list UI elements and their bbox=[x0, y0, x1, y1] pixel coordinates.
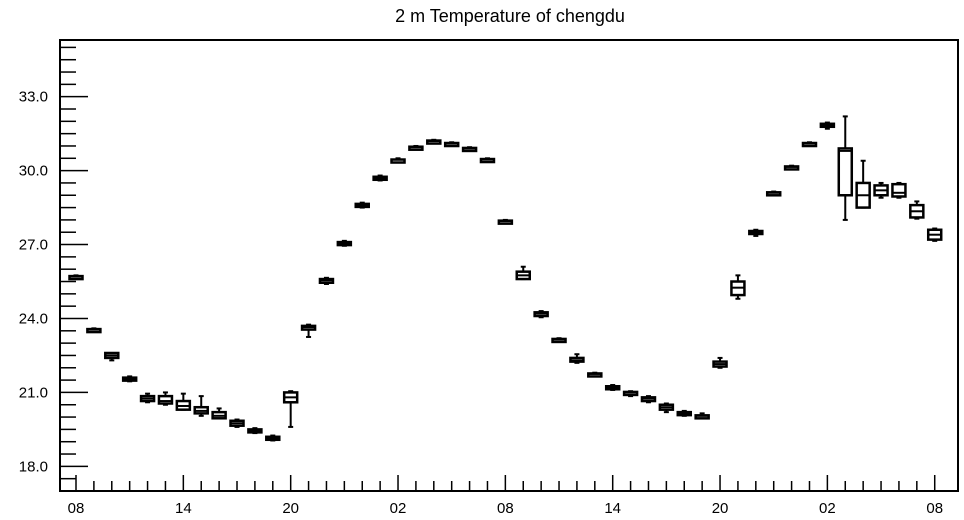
x-tick-label: 02 bbox=[390, 500, 407, 517]
box-plot bbox=[712, 356, 728, 369]
box-plot bbox=[139, 392, 156, 404]
box-plot bbox=[926, 227, 943, 242]
iqr-box bbox=[891, 182, 907, 198]
box-plot bbox=[497, 218, 514, 225]
box-plot bbox=[336, 239, 353, 247]
box-plot bbox=[121, 375, 138, 383]
box-plot bbox=[604, 384, 621, 391]
plot-frame bbox=[59, 39, 959, 492]
y-tick-label: 21.0 bbox=[19, 384, 48, 401]
box-plot bbox=[622, 390, 639, 398]
box-plot bbox=[533, 310, 549, 319]
box-plot bbox=[569, 353, 585, 364]
x-axis: 08 14 20 02 08 14 20 02 08 bbox=[68, 475, 943, 517]
box-plot bbox=[515, 265, 531, 281]
box-plot bbox=[801, 141, 818, 148]
box-plot bbox=[372, 174, 388, 182]
box-plot bbox=[479, 157, 496, 164]
box-plot bbox=[211, 407, 227, 420]
box-plot bbox=[68, 274, 84, 281]
box-plot bbox=[354, 201, 370, 209]
box-plot bbox=[676, 409, 693, 417]
y-tick-label: 33.0 bbox=[19, 89, 48, 106]
box-plot bbox=[587, 371, 603, 378]
box-plot bbox=[461, 146, 478, 153]
box-plot bbox=[86, 327, 102, 334]
box-plot bbox=[855, 159, 871, 209]
x-tick-label: 20 bbox=[282, 500, 299, 517]
box-plot bbox=[175, 392, 192, 411]
x-tick-label: 08 bbox=[926, 500, 943, 517]
box-plot bbox=[694, 412, 710, 420]
box-plot bbox=[247, 427, 263, 435]
box-plot bbox=[229, 418, 245, 428]
box-plot bbox=[783, 164, 800, 171]
box-plot bbox=[873, 181, 889, 199]
x-tick-label: 20 bbox=[712, 500, 729, 517]
y-tick-label: 30.0 bbox=[19, 163, 48, 180]
x-tick-label: 14 bbox=[175, 500, 192, 517]
box-plot bbox=[157, 391, 174, 406]
box-plot bbox=[193, 395, 209, 417]
box-plot bbox=[318, 276, 335, 285]
box-plot bbox=[300, 323, 317, 338]
box-plot bbox=[819, 121, 836, 130]
box-plot bbox=[390, 157, 406, 164]
box-plot bbox=[658, 402, 675, 414]
box-plot bbox=[408, 144, 424, 151]
box-plot bbox=[104, 351, 120, 362]
iqr-box bbox=[157, 394, 174, 405]
box-plot bbox=[265, 434, 281, 442]
x-tick-label: 08 bbox=[497, 500, 514, 517]
iqr-box bbox=[837, 147, 854, 197]
box-plot bbox=[765, 190, 782, 197]
box-plot bbox=[443, 141, 460, 148]
box-plot bbox=[730, 274, 746, 300]
box-plot bbox=[426, 138, 442, 145]
box-plot bbox=[909, 200, 925, 220]
chart-title: 2 m Temperature of chengdu bbox=[395, 6, 625, 26]
box-plot-series bbox=[68, 115, 943, 442]
box-plot bbox=[748, 228, 764, 237]
box-plot bbox=[640, 395, 657, 404]
box-plot bbox=[282, 390, 299, 428]
y-tick-label: 18.0 bbox=[19, 458, 48, 475]
y-tick-label: 27.0 bbox=[19, 237, 48, 254]
box-plot bbox=[891, 181, 907, 199]
y-axis: 18.0 21.0 24.0 27.0 30.0 33.0 bbox=[19, 46, 88, 480]
box-plot bbox=[837, 115, 854, 221]
x-tick-label: 08 bbox=[68, 500, 85, 517]
box-plot bbox=[551, 337, 567, 344]
x-tick-label: 14 bbox=[604, 500, 621, 517]
x-tick-label: 02 bbox=[819, 500, 836, 517]
y-tick-label: 24.0 bbox=[19, 310, 48, 327]
